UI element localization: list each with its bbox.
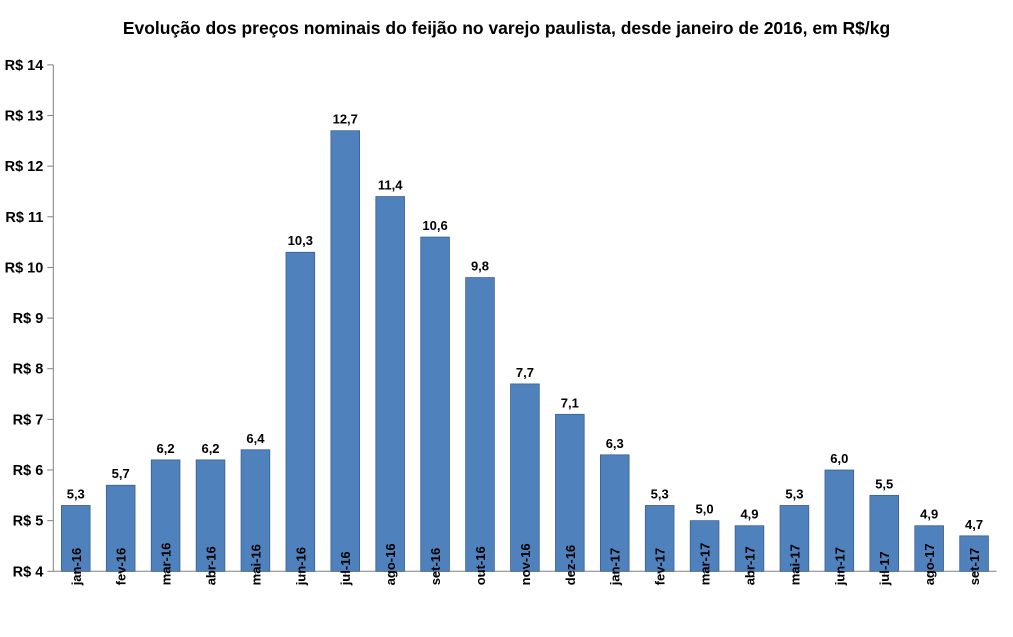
svg-text:5,5: 5,5 — [875, 476, 893, 491]
svg-text:6,2: 6,2 — [201, 441, 219, 456]
svg-text:mar-17: mar-17 — [698, 543, 713, 586]
svg-text:set-17: set-17 — [967, 548, 982, 586]
svg-text:jun-16: jun-16 — [293, 547, 308, 586]
svg-text:fev-16: fev-16 — [114, 548, 129, 586]
svg-text:R$ 10: R$ 10 — [5, 260, 44, 276]
svg-text:out-16: out-16 — [473, 546, 488, 585]
svg-text:fev-17: fev-17 — [653, 548, 668, 586]
svg-text:6,4: 6,4 — [246, 431, 265, 446]
svg-text:jun-17: jun-17 — [832, 547, 847, 586]
svg-text:jan-16: jan-16 — [69, 548, 84, 587]
svg-text:R$ 11: R$ 11 — [5, 210, 43, 226]
svg-text:R$ 4: R$ 4 — [13, 564, 44, 580]
svg-text:nov-16: nov-16 — [518, 543, 533, 585]
svg-text:5,3: 5,3 — [785, 486, 803, 501]
svg-text:jul-17: jul-17 — [877, 551, 892, 586]
svg-text:ago-17: ago-17 — [922, 543, 937, 585]
svg-text:6,3: 6,3 — [606, 436, 624, 451]
svg-text:jul-16: jul-16 — [338, 551, 353, 586]
svg-text:Evolução dos preços nominais d: Evolução dos preços nominais do feijão n… — [123, 18, 890, 38]
svg-text:R$ 5: R$ 5 — [13, 514, 44, 530]
svg-text:5,3: 5,3 — [651, 486, 669, 501]
svg-text:mai-16: mai-16 — [248, 544, 263, 585]
svg-text:abr-17: abr-17 — [743, 546, 758, 585]
svg-text:R$ 14: R$ 14 — [5, 58, 44, 74]
svg-text:5,7: 5,7 — [112, 466, 130, 481]
svg-text:dez-16: dez-16 — [563, 545, 578, 585]
svg-text:abr-16: abr-16 — [204, 546, 219, 585]
svg-text:6,2: 6,2 — [157, 441, 175, 456]
svg-text:4,9: 4,9 — [920, 507, 938, 522]
svg-text:4,7: 4,7 — [965, 517, 983, 532]
svg-text:10,6: 10,6 — [422, 218, 447, 233]
svg-text:5,3: 5,3 — [67, 486, 85, 501]
svg-text:set-16: set-16 — [428, 548, 443, 586]
svg-text:R$ 8: R$ 8 — [13, 362, 44, 378]
svg-text:6,0: 6,0 — [830, 451, 848, 466]
svg-text:9,8: 9,8 — [471, 259, 489, 274]
svg-text:11,4: 11,4 — [378, 178, 403, 193]
svg-text:mai-17: mai-17 — [787, 544, 802, 585]
svg-text:R$ 6: R$ 6 — [13, 463, 44, 479]
svg-text:7,7: 7,7 — [516, 365, 534, 380]
svg-text:5,0: 5,0 — [696, 502, 714, 517]
svg-text:mar-16: mar-16 — [159, 543, 174, 586]
svg-text:R$ 13: R$ 13 — [5, 109, 44, 125]
svg-text:12,7: 12,7 — [333, 112, 358, 127]
svg-text:ago-16: ago-16 — [383, 543, 398, 585]
svg-text:R$ 12: R$ 12 — [5, 159, 44, 175]
svg-text:jan-17: jan-17 — [608, 548, 623, 587]
svg-text:10,3: 10,3 — [288, 233, 313, 248]
svg-text:R$ 7: R$ 7 — [13, 412, 44, 428]
svg-text:4,9: 4,9 — [740, 507, 758, 522]
svg-text:7,1: 7,1 — [561, 395, 579, 410]
svg-text:R$ 9: R$ 9 — [13, 311, 44, 327]
